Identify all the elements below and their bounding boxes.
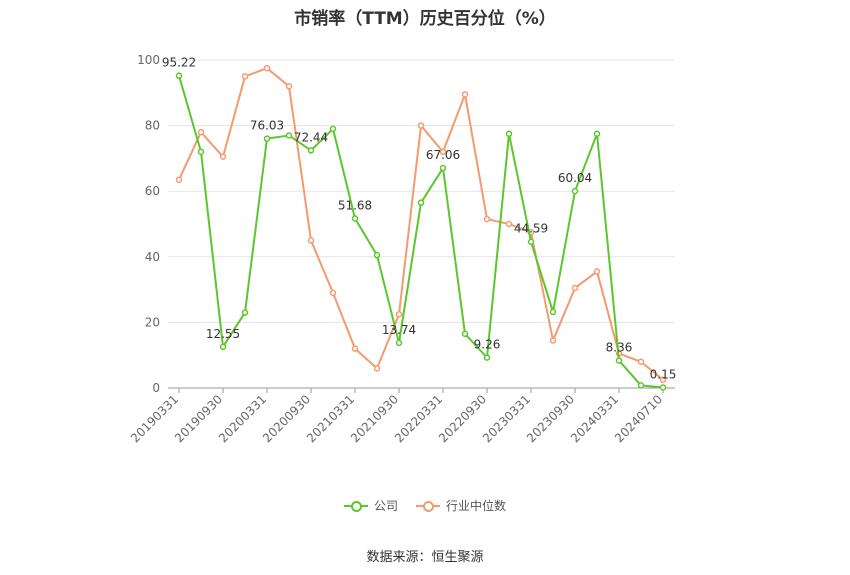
- data-point: [461, 330, 469, 338]
- data-label: 44.59: [514, 222, 548, 236]
- data-point: [263, 135, 271, 142]
- data-point: [637, 358, 645, 366]
- data-point: [241, 309, 249, 316]
- data-point: [373, 251, 381, 259]
- data-label: 8.36: [606, 341, 633, 355]
- data-point: [285, 82, 293, 90]
- chart-title: 市销率（TTM）历史百分位（%）: [294, 9, 556, 29]
- legend-label-company: 公司: [373, 499, 398, 513]
- series-line-industry-median: [178, 67, 664, 381]
- data-point: [395, 310, 403, 318]
- data-point: [417, 199, 425, 206]
- data-point: [175, 72, 183, 79]
- data-point: [395, 339, 403, 347]
- y-tick-label: 60: [145, 184, 160, 198]
- data-point: [593, 268, 601, 275]
- data-point: [219, 153, 227, 161]
- legend-label-industry-median: 行业中位数: [446, 499, 507, 513]
- data-point: [263, 64, 271, 72]
- legend: 公司 行业中位数: [0, 497, 850, 514]
- data-point: [197, 128, 205, 136]
- y-tick-label: 80: [145, 119, 160, 133]
- legend-swatch-industry-median: [416, 499, 440, 513]
- y-tick-label: 100: [137, 53, 160, 67]
- data-point: [549, 337, 557, 344]
- data-label: 13.74: [382, 323, 416, 337]
- data-point: [373, 365, 381, 372]
- data-point: [197, 148, 205, 156]
- data-point: [483, 215, 491, 223]
- data-label: 60.04: [558, 171, 592, 185]
- data-point: [417, 122, 425, 129]
- data-point: [571, 284, 579, 292]
- legend-item-industry-median[interactable]: 行业中位数: [416, 497, 506, 514]
- y-tick-label: 0: [152, 381, 160, 395]
- data-point: [439, 164, 447, 172]
- data-point: [439, 148, 447, 156]
- data-point: [549, 308, 557, 316]
- data-label: 51.68: [338, 198, 372, 212]
- data-point: [307, 147, 315, 154]
- data-point: [329, 289, 337, 297]
- data-point: [505, 130, 513, 138]
- data-point: [571, 187, 579, 195]
- data-point: [351, 345, 359, 352]
- data-label: 95.22: [162, 56, 196, 70]
- data-point: [351, 215, 359, 222]
- data-label: 72.44: [294, 130, 328, 144]
- data-point: [307, 237, 315, 244]
- data-point: [219, 343, 227, 351]
- data-point: [285, 132, 293, 139]
- data-point: [329, 125, 337, 133]
- data-label: 76.03: [250, 119, 284, 133]
- data-point: [659, 384, 667, 391]
- data-point: [175, 176, 183, 183]
- y-tick-label: 20: [145, 315, 160, 329]
- legend-item-company[interactable]: 公司: [343, 497, 398, 514]
- legend-swatch-company: [343, 499, 368, 513]
- data-point: [461, 91, 469, 98]
- data-label: 67.06: [426, 148, 460, 162]
- data-label: 9.26: [474, 338, 501, 352]
- data-point: [241, 73, 249, 80]
- data-point: [659, 376, 667, 384]
- data-source: 数据来源：恒生聚源: [366, 550, 484, 565]
- data-point: [505, 220, 513, 228]
- data-point: [637, 382, 645, 389]
- x-tick-label: 20240710: [612, 392, 665, 445]
- y-tick-label: 40: [145, 250, 160, 264]
- data-point: [615, 357, 623, 364]
- data-label: 0.15: [650, 368, 677, 382]
- data-point: [527, 238, 535, 245]
- data-label: 12.55: [206, 327, 240, 341]
- data-point: [483, 354, 491, 361]
- data-point: [593, 130, 601, 138]
